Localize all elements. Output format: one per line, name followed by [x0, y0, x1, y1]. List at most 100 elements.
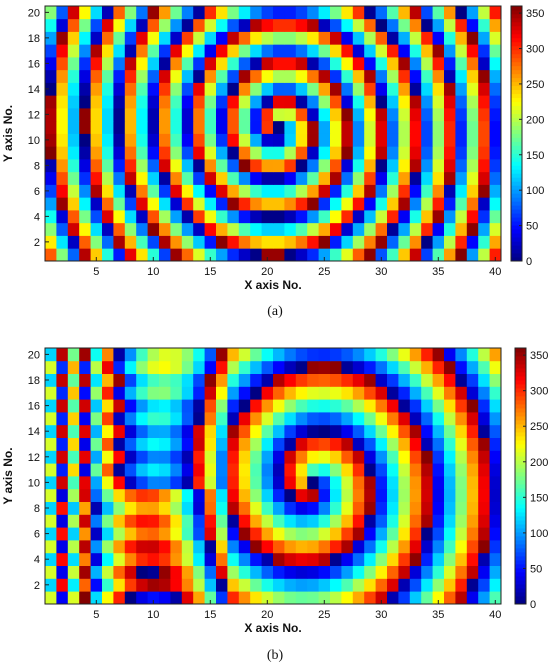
heatmap-cell	[79, 476, 91, 490]
heatmap-cell	[387, 235, 399, 249]
heatmap-cell	[398, 171, 411, 185]
heatmap-cell	[444, 591, 456, 605]
heatmap-cell	[238, 412, 251, 426]
heatmap-cell	[261, 591, 274, 605]
heatmap-cell	[79, 57, 91, 71]
heatmap-cell	[398, 373, 411, 387]
heatmap-cell	[432, 348, 445, 362]
heatmap-cell	[216, 69, 228, 83]
heatmap-cell	[489, 6, 502, 20]
heatmap-cell	[398, 514, 411, 528]
heatmap-cell	[273, 488, 285, 502]
heatmap-cell	[170, 360, 183, 374]
heatmap-cell	[330, 95, 342, 109]
plot-frame-b	[44, 347, 502, 605]
heatmap-cell	[295, 476, 308, 490]
heatmap-cell	[444, 44, 456, 58]
heatmap-cell	[478, 552, 490, 566]
heatmap-cell	[113, 399, 126, 413]
heatmap-cell	[466, 578, 479, 592]
heatmap-cell	[250, 18, 262, 32]
colorbar-segment	[515, 348, 526, 353]
heatmap-cell	[124, 44, 137, 58]
heatmap-cell	[375, 476, 388, 490]
heatmap-cell	[375, 146, 388, 160]
heatmap-cell	[90, 463, 103, 477]
heatmap-cell	[398, 120, 411, 134]
heatmap-cell	[295, 463, 308, 477]
colorbar-tick-label: 50	[530, 563, 542, 575]
heatmap-cell	[216, 463, 228, 477]
heatmap-cell	[273, 133, 285, 147]
y-axis-label-b: Y axis No.	[1, 447, 15, 504]
heatmap-cell	[147, 412, 160, 426]
heatmap-cell	[409, 565, 422, 579]
heatmap-cell	[261, 424, 274, 438]
heatmap-cell	[273, 591, 285, 605]
heatmap-cell	[284, 108, 297, 122]
heatmap-cell	[227, 591, 240, 605]
heatmap-cell	[444, 348, 456, 362]
heatmap-cell	[466, 514, 479, 528]
heatmap-cell	[216, 248, 228, 262]
heatmap-cell	[147, 360, 160, 374]
heatmap-cell	[227, 424, 240, 438]
heatmap-cell	[273, 6, 285, 20]
heatmap-cell	[216, 184, 228, 198]
heatmap-cell	[227, 210, 240, 224]
heatmap-cell	[238, 95, 251, 109]
heatmap-cell	[295, 578, 308, 592]
heatmap-cell	[284, 184, 297, 198]
heatmap-cell	[147, 146, 160, 160]
heatmap-cell	[113, 197, 126, 211]
heatmap-cell	[421, 591, 433, 605]
heatmap-cell	[352, 248, 365, 262]
heatmap-cell	[455, 552, 468, 566]
heatmap-cell	[364, 412, 376, 426]
heatmap-cell	[432, 591, 445, 605]
heatmap-cell	[181, 146, 194, 160]
colorbar-segment	[511, 197, 522, 202]
heatmap-cell	[147, 31, 160, 45]
heatmap-cell	[421, 565, 433, 579]
heatmap-cell	[193, 552, 205, 566]
heatmap-cell	[444, 373, 456, 387]
colorbar-segment	[511, 249, 522, 254]
heatmap-cell	[159, 373, 171, 387]
heatmap-cell	[284, 210, 297, 224]
y-tick-label: 2	[34, 237, 40, 249]
heatmap-cell	[352, 424, 365, 438]
heatmap-cell	[261, 527, 274, 541]
heatmap-cell	[90, 348, 103, 362]
heatmap-cell	[444, 248, 456, 262]
heatmap-cell	[364, 424, 376, 438]
heatmap-cell	[478, 373, 490, 387]
heatmap-cell	[432, 450, 445, 464]
colorbar-segment	[511, 217, 522, 222]
heatmap-cell	[318, 57, 331, 71]
colorbar-frame	[514, 347, 527, 605]
heatmap-cell	[250, 527, 262, 541]
heatmap-cell	[124, 210, 137, 224]
heatmap-cell	[284, 146, 297, 160]
heatmap-cell	[398, 69, 411, 83]
heatmap-cell	[421, 540, 433, 554]
heatmap-cell	[193, 197, 205, 211]
heatmap-cell	[455, 527, 468, 541]
heatmap-cell	[238, 210, 251, 224]
heatmap-cell	[136, 171, 148, 185]
heatmap-cell	[409, 360, 422, 374]
heatmap-cell	[489, 57, 502, 71]
heatmap-cell	[79, 82, 91, 96]
heatmap-cell	[432, 399, 445, 413]
heatmap-cell	[352, 31, 365, 45]
heatmap-cell	[102, 552, 114, 566]
heatmap-cell	[56, 527, 69, 541]
heatmap-cell	[478, 501, 490, 515]
heatmap-cell	[421, 95, 433, 109]
heatmap-cell	[204, 184, 217, 198]
heatmap-cell	[455, 222, 468, 236]
heatmap-cell	[181, 235, 194, 249]
colorbar-tick-label: 150	[526, 150, 544, 162]
heatmap-cell	[250, 399, 262, 413]
